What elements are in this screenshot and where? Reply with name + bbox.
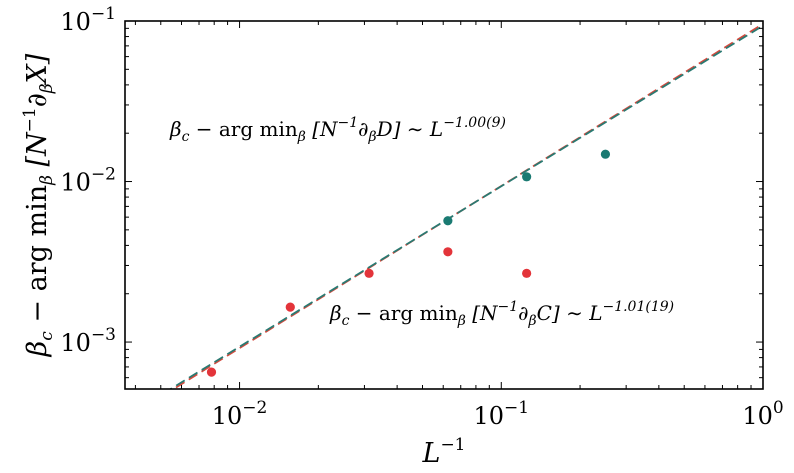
data-points — [206, 149, 611, 377]
data-point-d — [522, 172, 532, 182]
fit-label-d: βc − arg minβ [N−1∂βD] ∼ L−1.00(9) — [169, 115, 506, 145]
fit-label-c: βc − arg minβ [N−1∂βC] ∼ L−1.01(19) — [329, 299, 674, 329]
x-tick-label: 10−2 — [212, 398, 268, 430]
data-point-c — [364, 268, 374, 278]
data-point-c — [522, 268, 532, 278]
axis-ticks — [125, 20, 764, 389]
x-tick-label: 100 — [742, 398, 783, 430]
x-tick-label: 10−1 — [473, 398, 529, 430]
data-point-c — [443, 247, 453, 257]
y-tick-label: 10−3 — [60, 325, 116, 357]
tick-labels: 10−2 10−1 100 10−3 10−2 10−1 — [60, 4, 783, 430]
data-point-d — [443, 216, 453, 226]
x-axis-title: L−1 — [422, 435, 466, 469]
y-axis-title: βc − arg minβ [N−1∂βX] — [20, 53, 57, 357]
fit-line-d — [168, 24, 763, 389]
y-tick-label: 10−1 — [60, 4, 116, 36]
data-point-c — [285, 302, 295, 312]
data-point-c — [206, 367, 217, 377]
y-tick-label: 10−2 — [60, 165, 116, 197]
plot-frame — [124, 20, 764, 390]
data-point-d — [600, 149, 611, 159]
